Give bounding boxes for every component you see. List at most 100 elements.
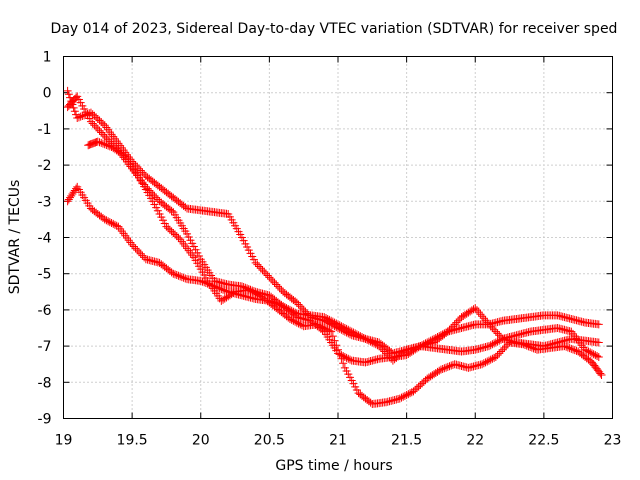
data-point xyxy=(193,248,202,257)
data-point xyxy=(335,321,344,330)
data-point xyxy=(196,276,205,285)
data-point xyxy=(493,329,502,338)
data-point xyxy=(260,267,269,276)
data-point xyxy=(267,275,276,284)
data-point xyxy=(320,324,329,332)
data-point xyxy=(246,249,255,258)
y-tick-label: -7 xyxy=(38,339,52,355)
data-point xyxy=(320,313,329,322)
data-point xyxy=(167,227,176,236)
data-point xyxy=(443,327,452,336)
data-point xyxy=(344,325,353,334)
data-point xyxy=(138,251,147,260)
data-point xyxy=(296,302,305,311)
data-point xyxy=(342,353,351,362)
data-point xyxy=(594,338,603,347)
data-point xyxy=(181,242,190,251)
series-track-d xyxy=(84,137,606,409)
data-point xyxy=(171,270,180,279)
data-point xyxy=(471,304,480,313)
data-point xyxy=(105,142,114,151)
data-point xyxy=(315,321,324,330)
data-point xyxy=(484,356,493,365)
data-point xyxy=(332,341,341,350)
data-point xyxy=(572,346,581,355)
data-point xyxy=(153,195,162,204)
data-point xyxy=(85,114,94,123)
data-point xyxy=(174,233,183,242)
data-point xyxy=(291,297,300,306)
data-point xyxy=(527,343,536,352)
data-point xyxy=(174,271,183,280)
data-point xyxy=(117,227,126,236)
data-point xyxy=(88,119,97,128)
data-point xyxy=(102,140,111,149)
grid xyxy=(63,56,613,419)
data-point xyxy=(244,246,253,255)
data-point xyxy=(184,233,193,242)
data-point xyxy=(584,347,593,356)
data-point xyxy=(340,363,349,372)
x-axis-label: GPS time / hours xyxy=(275,458,392,474)
y-tick-label: -8 xyxy=(38,375,52,391)
data-point xyxy=(436,365,445,374)
data-point xyxy=(152,203,161,212)
data-point xyxy=(582,346,591,355)
data-point xyxy=(148,190,157,199)
data-point xyxy=(469,305,478,314)
data-point xyxy=(370,339,379,348)
data-point xyxy=(265,273,274,282)
data-point xyxy=(256,264,265,273)
data-point xyxy=(484,320,493,329)
data-point xyxy=(352,385,361,394)
y-tick-label: -1 xyxy=(38,122,52,138)
data-point xyxy=(200,278,209,287)
data-point xyxy=(342,366,351,375)
data-point xyxy=(172,271,181,280)
data-point xyxy=(325,326,334,335)
data-point xyxy=(474,308,483,317)
data-point xyxy=(277,285,286,294)
data-point xyxy=(442,363,451,372)
data-point xyxy=(339,323,348,332)
data-point xyxy=(241,239,250,248)
data-point xyxy=(93,137,102,146)
data-point xyxy=(74,95,83,104)
data-point xyxy=(321,314,330,323)
data-point xyxy=(414,343,423,352)
data-point xyxy=(198,277,207,286)
data-point xyxy=(102,133,111,142)
data-point xyxy=(493,337,502,346)
data-point xyxy=(76,98,85,107)
data-point xyxy=(294,319,303,328)
data-point xyxy=(318,323,327,332)
data-point xyxy=(249,288,258,297)
data-point xyxy=(183,229,192,238)
data-point xyxy=(131,161,140,170)
data-point xyxy=(289,316,298,325)
data-point xyxy=(189,242,198,251)
data-point xyxy=(121,231,130,240)
data-point xyxy=(443,362,452,371)
data-point xyxy=(220,294,229,303)
data-point xyxy=(107,143,116,151)
data-point xyxy=(97,128,106,137)
data-point xyxy=(560,342,569,351)
data-point xyxy=(488,340,497,349)
data-point xyxy=(169,228,178,237)
data-point xyxy=(183,244,192,253)
data-point xyxy=(448,322,457,331)
data-point xyxy=(376,343,385,352)
data-point xyxy=(361,334,370,343)
data-point xyxy=(450,320,459,329)
data-point xyxy=(358,333,367,342)
data-point xyxy=(110,220,119,229)
data-point xyxy=(258,266,267,275)
data-point xyxy=(371,340,380,349)
data-point xyxy=(195,252,204,261)
data-point xyxy=(263,271,272,280)
data-point xyxy=(98,139,107,148)
data-point xyxy=(419,377,428,386)
data-point xyxy=(478,360,487,369)
data-point xyxy=(397,393,406,402)
